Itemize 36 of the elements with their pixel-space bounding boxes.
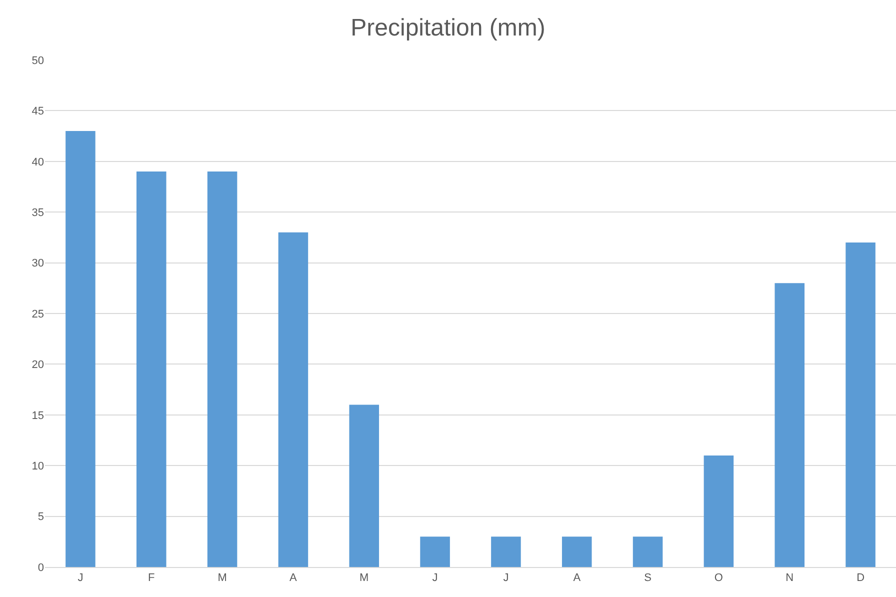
y-tick-label: 35	[32, 206, 44, 219]
x-tick-label: J	[78, 572, 84, 584]
y-tick-label: 15	[32, 410, 44, 422]
x-tick-label: M	[360, 572, 369, 584]
y-tick-label: 40	[32, 156, 44, 168]
x-tick-label: J	[503, 572, 509, 584]
x-tick-label: D	[856, 572, 865, 584]
bar	[349, 404, 380, 567]
x-tick-label: J	[432, 572, 438, 584]
y-tick-label: 0	[38, 562, 44, 574]
y-tick-label: 10	[32, 460, 44, 472]
x-tick-label: A	[290, 572, 298, 584]
bar	[491, 536, 521, 567]
x-tick-label: N	[786, 572, 794, 584]
y-tick-label: 30	[32, 258, 44, 270]
x-tick-label: F	[148, 572, 156, 584]
bar	[562, 536, 592, 567]
x-tick-label: M	[218, 572, 227, 584]
bar	[420, 536, 450, 567]
bar	[66, 130, 96, 567]
y-tick-label: 50	[32, 54, 44, 67]
x-tick-label: S	[644, 572, 652, 584]
bar	[774, 283, 805, 567]
y-tick-label: 25	[32, 308, 44, 320]
y-tick-label: 5	[38, 511, 44, 524]
bar	[704, 455, 734, 567]
x-tick-label: O	[714, 572, 724, 584]
x-tick-label: A	[573, 572, 582, 584]
y-tick-label: 20	[32, 359, 44, 372]
bar	[278, 232, 308, 567]
bar	[136, 172, 166, 567]
bar	[207, 172, 238, 567]
chart-title: Precipitation (mm)	[350, 14, 546, 42]
y-tick-label: 45	[32, 106, 44, 118]
bar	[632, 536, 663, 567]
bar	[846, 242, 876, 567]
